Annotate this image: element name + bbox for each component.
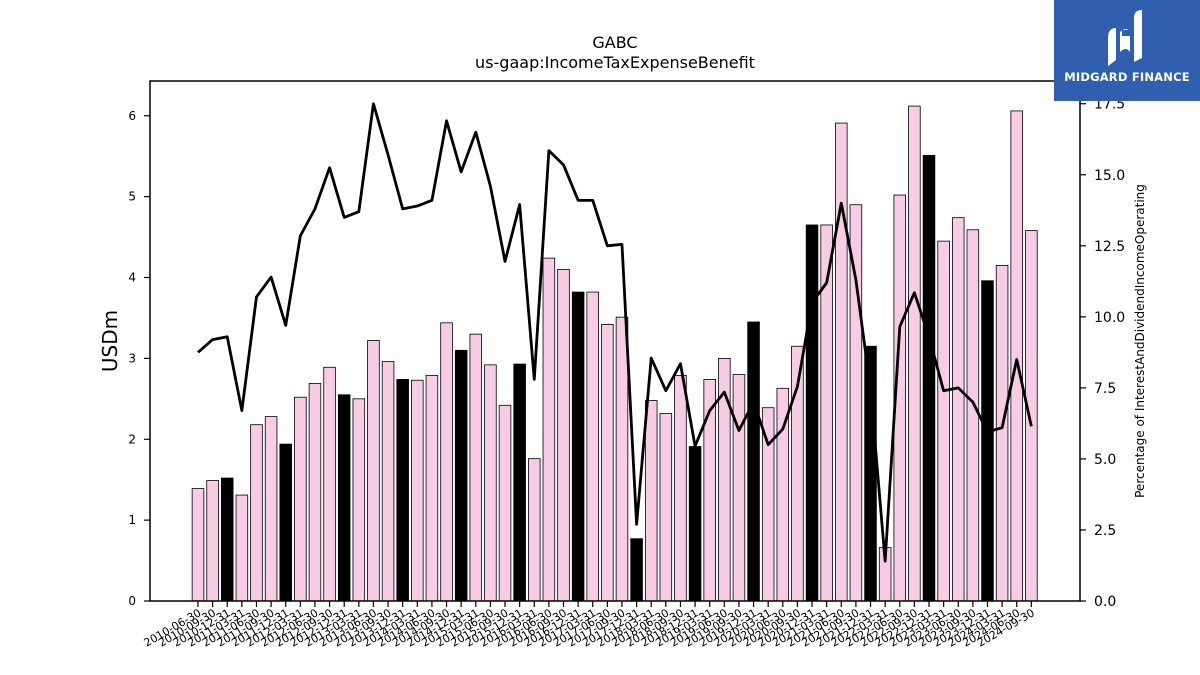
bar (454, 349, 468, 602)
y2-axis-label: Percentage of InterestAndDividendIncomeO… (1133, 184, 1147, 498)
y-tick-label: 0 (128, 594, 136, 608)
bar (411, 379, 424, 602)
bar (440, 322, 453, 602)
bar (586, 291, 599, 602)
bar (747, 321, 760, 602)
bar (644, 400, 658, 602)
bar (513, 363, 526, 602)
midgard-finance-logo: MIDGARD FINANCE (1054, 0, 1200, 101)
bar (951, 217, 965, 602)
bar (805, 224, 819, 602)
y2-tick-label: 7.5 (1094, 381, 1116, 397)
bar (469, 333, 483, 602)
bar (601, 324, 614, 602)
bar (191, 488, 205, 602)
y2-tick-label: 12.5 (1094, 239, 1125, 255)
bar (264, 416, 278, 602)
bar (615, 316, 629, 602)
y2-tick-label: 15.0 (1094, 168, 1125, 184)
logo-text: MIDGARD FINANCE (1064, 70, 1190, 84)
bar (937, 240, 950, 602)
bar (308, 383, 322, 602)
y2-tick-label: 5.0 (1094, 452, 1116, 468)
y-axis-label: USDm (98, 310, 122, 372)
right-axis: 0.02.55.07.510.012.515.017.5 (1080, 97, 1125, 610)
bar (1025, 230, 1038, 602)
bar (571, 291, 585, 602)
bar (279, 443, 292, 602)
bar (235, 494, 249, 602)
bar (337, 394, 351, 602)
bar (528, 458, 541, 602)
bar (367, 340, 380, 602)
chart-subtitle: us-gaap:IncomeTaxExpenseBenefit (475, 53, 755, 72)
bar (352, 398, 366, 602)
bar (835, 122, 848, 602)
bar (381, 361, 395, 602)
y2-tick-label: 2.5 (1094, 523, 1116, 539)
bar-series (191, 105, 1038, 602)
bar (908, 105, 921, 602)
bar (294, 396, 307, 602)
bar (220, 477, 234, 602)
bar (995, 264, 1009, 602)
bar (484, 364, 497, 602)
percentage-line (197, 102, 1033, 563)
y-tick-label: 4 (128, 271, 136, 285)
bar (674, 374, 687, 602)
bar (732, 374, 746, 602)
logo-mark-icon (1108, 10, 1142, 66)
y-tick-label: 5 (128, 190, 136, 204)
bar (1010, 110, 1023, 602)
bar (688, 446, 702, 602)
bar (206, 480, 219, 602)
bar (981, 280, 994, 602)
bar (498, 404, 512, 602)
y2-tick-label: 10.0 (1094, 310, 1125, 326)
bar (425, 374, 439, 602)
bar (542, 257, 556, 602)
bar (396, 379, 409, 602)
bar (630, 538, 643, 602)
bar (659, 412, 673, 602)
bar (557, 269, 570, 602)
bar (966, 229, 980, 602)
left-axis: 0 1 2 3 4 5 6 (128, 109, 150, 608)
x-axis: 2010-06-302010-09-302010-12-312011-03-31… (142, 601, 1037, 650)
bar (250, 424, 263, 602)
y-tick-label: 1 (128, 513, 136, 527)
y-tick-label: 3 (128, 351, 136, 365)
plot-frame (149, 80, 1081, 602)
y2-tick-label: 0.0 (1094, 594, 1116, 610)
chart-title: GABC (592, 33, 637, 52)
y-tick-label: 6 (128, 109, 136, 123)
bar (922, 154, 936, 602)
bar (323, 366, 336, 602)
y-tick-label: 2 (128, 432, 136, 446)
